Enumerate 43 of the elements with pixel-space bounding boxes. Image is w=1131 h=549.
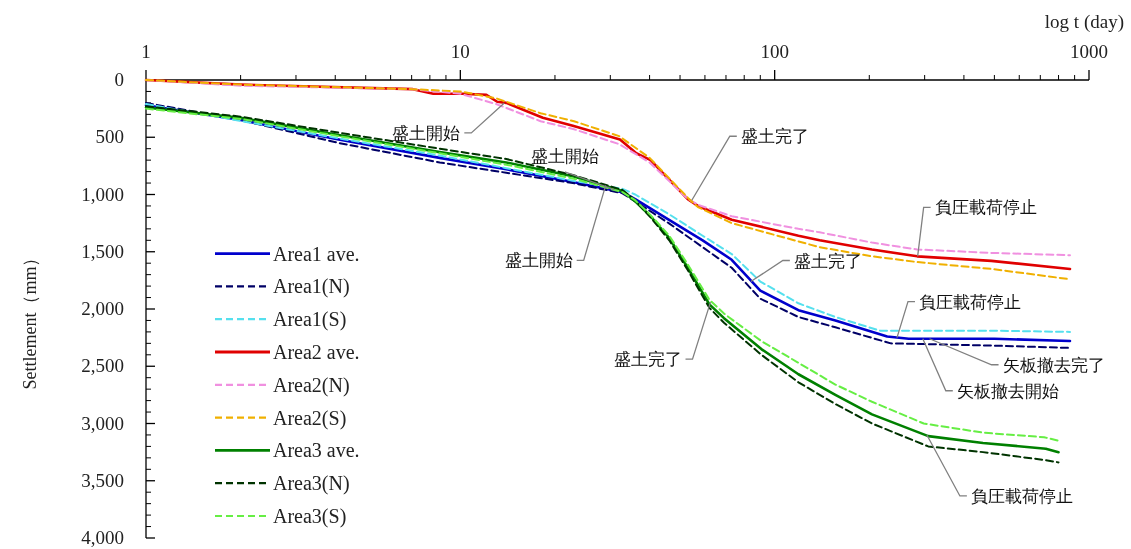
annotation: 盛土完了	[750, 250, 862, 283]
annotation: 負圧載荷停止	[926, 434, 1073, 506]
annotation: 盛土完了	[740, 126, 809, 147]
y-tick-label: 1,000	[81, 183, 124, 205]
annotation: 盛土開始	[392, 122, 461, 143]
annotation: 矢板撤去完了	[1002, 354, 1105, 375]
y-tick-label: 1,500	[81, 240, 124, 262]
y-tick-label: 500	[95, 126, 124, 148]
legend-label: Area1 ave.	[273, 242, 360, 265]
annotation: 盛土開始	[392, 102, 505, 143]
annotation: 盛土開始	[530, 145, 599, 166]
annotation: 矢板撤去完了	[928, 338, 1105, 375]
x-axis-title: log t (day)	[1044, 11, 1124, 33]
annotation: 盛土完了	[691, 126, 809, 201]
x-tick-label: 10	[450, 41, 470, 62]
x-tick-label: 1	[141, 41, 151, 62]
annotation: 負圧載荷停止	[970, 485, 1073, 506]
legend-label: Area3 ave.	[273, 439, 360, 462]
annotation: 盛土開始	[504, 250, 573, 271]
legend-label: Area2(S)	[273, 406, 347, 430]
y-tick-label: 4,000	[81, 527, 124, 548]
legend-label: Area3(S)	[273, 505, 347, 528]
y-tick-label: 3,500	[81, 469, 124, 491]
y-tick-label: 2,500	[81, 355, 124, 377]
annotation: 負圧載荷停止	[896, 291, 1021, 339]
annotation: 矢板撤去開始	[956, 380, 1059, 401]
legend-label: Area1(S)	[273, 308, 347, 332]
annotation: 盛土完了	[613, 349, 682, 370]
x-tick-label: 100	[760, 41, 789, 62]
annotation: 盛土完了	[793, 250, 862, 271]
y-tick-label: 2,000	[81, 298, 124, 319]
annotation: 盛土完了	[613, 301, 712, 370]
y-tick-label: 3,000	[81, 412, 124, 434]
annotation: 負圧載荷停止	[918, 291, 1021, 312]
y-tick-label: 0	[114, 69, 124, 90]
annotation: 負圧載荷停止	[917, 197, 1037, 257]
legend-label: Area2(N)	[273, 373, 350, 397]
y-axis-title: Settlement（mm）	[20, 248, 40, 390]
legend-label: Area3(N)	[273, 472, 350, 496]
legend-label: Area2 ave.	[273, 341, 360, 363]
legend-label: Area1(N)	[273, 275, 350, 299]
annotation: 負圧載荷停止	[934, 197, 1037, 218]
x-tick-label: 1000	[1070, 41, 1108, 62]
